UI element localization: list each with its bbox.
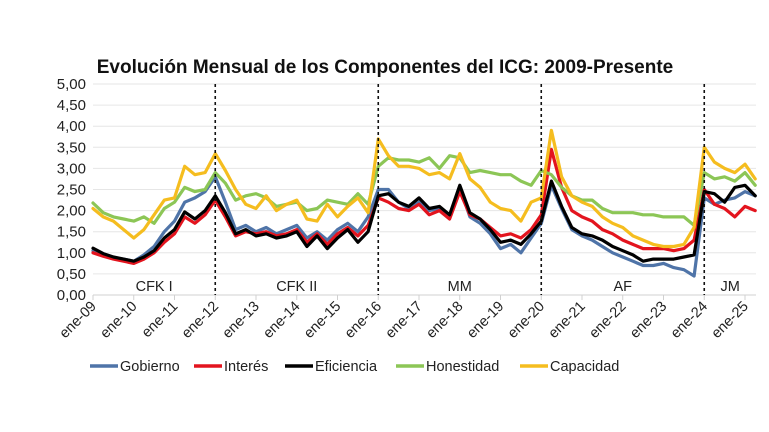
- series-line-interes: [91, 147, 757, 265]
- y-tick-label: 1,00: [57, 245, 86, 262]
- x-tick-label: ene-14: [260, 299, 303, 342]
- legend-label: Gobierno: [120, 359, 180, 375]
- x-tick-label: ene-10: [97, 299, 140, 342]
- y-tick-label: 5,00: [57, 76, 86, 93]
- x-tick-label: ene-15: [301, 299, 344, 342]
- legend-label: Eficiencia: [315, 359, 378, 375]
- y-tick-label: 2,50: [57, 182, 86, 199]
- period-label: AF: [613, 279, 632, 295]
- series-lines: [91, 128, 757, 278]
- period-dividers: [214, 84, 706, 295]
- legend-label: Capacidad: [550, 359, 619, 375]
- period-label: CFK II: [276, 279, 317, 295]
- legend-label: Honestidad: [426, 359, 499, 375]
- series-line-capacidad: [91, 128, 757, 249]
- chart-title: Evolución Mensual de los Componentes del…: [97, 57, 673, 78]
- x-tick-label: ene-22: [586, 299, 629, 342]
- x-tick-label: ene-13: [220, 299, 263, 342]
- x-axis: ene-09ene-10ene-11ene-12ene-13ene-14ene-…: [57, 295, 752, 342]
- legend-item: Gobierno: [90, 359, 180, 375]
- legend-item: Capacidad: [520, 359, 619, 375]
- x-tick-label: ene-21: [546, 299, 589, 342]
- x-tick-label: ene-12: [179, 299, 222, 342]
- y-tick-label: 2,00: [57, 203, 86, 220]
- x-tick-label: ene-16: [342, 299, 385, 342]
- x-tick-label: ene-25: [709, 299, 752, 342]
- x-tick-label: ene-11: [139, 299, 181, 341]
- y-tick-label: 4,50: [57, 97, 86, 114]
- series-line-eficiencia: [91, 179, 757, 263]
- series-line-gobierno: [91, 175, 757, 278]
- legend: Gobierno Interés Eficiencia Honestidad Capac…: [90, 359, 619, 375]
- y-tick-label: 3,50: [57, 139, 86, 156]
- y-tick-label: 4,00: [57, 118, 86, 135]
- x-tick-label: ene-18: [423, 299, 466, 342]
- series-line-honestidad: [91, 154, 757, 227]
- x-tick-label: ene-19: [464, 299, 507, 342]
- legend-item: Honestidad: [396, 359, 499, 375]
- y-axis-ticks: 0,00 0,50 1,00 1,50 2,00 2,50 3,00 3,50 4,00 4,50…: [57, 76, 86, 304]
- period-label: CFK I: [136, 279, 173, 295]
- period-label: JM: [720, 279, 739, 295]
- period-label: MM: [448, 279, 472, 295]
- x-tick-label: ene-23: [627, 299, 670, 342]
- y-tick-label: 0,50: [57, 266, 86, 283]
- y-tick-label: 1,50: [57, 224, 86, 241]
- x-tick-label: ene-24: [668, 299, 711, 342]
- x-tick-label: ene-20: [505, 299, 548, 342]
- x-tick-label: ene-17: [383, 299, 426, 342]
- legend-label: Interés: [224, 359, 268, 375]
- x-tick-label: ene-09: [57, 299, 100, 342]
- y-tick-label: 3,00: [57, 160, 86, 177]
- legend-item: Eficiencia: [285, 359, 378, 375]
- legend-item: Interés: [194, 359, 268, 375]
- period-labels: CFK I CFK II MM AF JM: [136, 279, 740, 295]
- y-tick-label: 0,00: [57, 287, 86, 304]
